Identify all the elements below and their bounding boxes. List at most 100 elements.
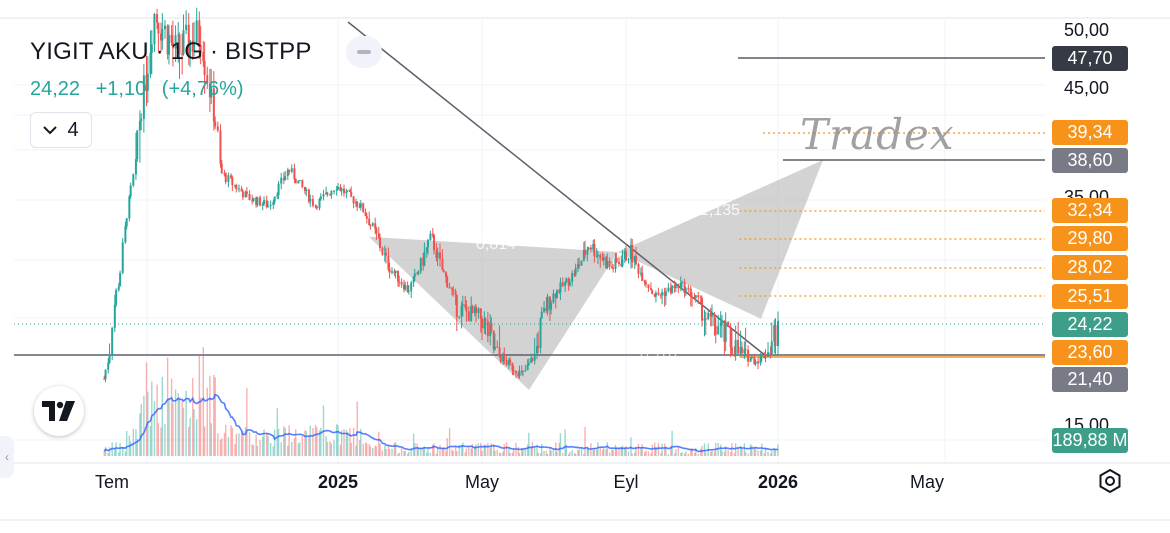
fib-ratio-label: 1,135 (700, 202, 741, 219)
candle-body (121, 242, 124, 273)
candle-body (374, 223, 377, 229)
candle-body (233, 185, 236, 187)
volume-bar (556, 451, 558, 456)
candle-body (231, 177, 234, 186)
candle-body (681, 282, 684, 284)
candle-body (489, 322, 492, 337)
candle-body (267, 205, 270, 208)
volume-bar (574, 453, 577, 456)
candle-body (375, 228, 378, 234)
candle-body (352, 196, 355, 204)
symbol-title[interactable]: YIGIT AKU · 1G · BISTPP (30, 38, 312, 65)
candle-body (729, 327, 732, 348)
candle-body (219, 130, 222, 164)
volume-bar (498, 452, 501, 456)
candle-body (627, 259, 630, 261)
volume-bar (140, 403, 142, 456)
volume-bar (693, 452, 696, 456)
volume-bar (193, 409, 195, 456)
candle-body (356, 201, 359, 207)
candle-body (637, 263, 640, 274)
candle-body (649, 287, 652, 290)
candle-body (298, 180, 301, 182)
volume-bar (539, 453, 542, 456)
volume-bar (690, 449, 692, 456)
volume-bar (731, 443, 733, 456)
candle-body (107, 362, 110, 370)
candle-body (657, 292, 660, 295)
candle-body (740, 347, 743, 354)
volume-bar (202, 347, 204, 456)
candle-body (467, 311, 470, 322)
chevron-down-icon (43, 126, 58, 135)
candle-body (490, 322, 493, 331)
volume-bar (562, 453, 564, 456)
indicators-toggle-button[interactable]: 4 (30, 112, 92, 148)
candle-body (379, 237, 381, 249)
candle-body (422, 257, 425, 266)
volume-bar (375, 446, 378, 456)
volume-bar (637, 443, 640, 456)
volume-bar (603, 447, 605, 456)
candle-body (526, 364, 529, 370)
candle-body (663, 292, 666, 296)
volume-bar (695, 447, 697, 456)
volume-bar (343, 429, 345, 456)
candle-body (208, 83, 211, 98)
candle-body (146, 73, 149, 92)
candle-body (203, 61, 206, 76)
candle-body (502, 356, 505, 362)
candle-body (191, 40, 194, 52)
volume-bar (388, 449, 391, 456)
candle-body (202, 52, 205, 62)
candle-body (577, 264, 579, 268)
candle-body (339, 186, 342, 192)
collapse-button[interactable] (346, 36, 382, 68)
candle-body (471, 305, 474, 313)
candle-body (185, 24, 188, 31)
candle-body (329, 194, 332, 196)
volume-bar (417, 447, 420, 456)
candle-body (546, 296, 549, 312)
candle-body (623, 250, 626, 260)
volume-bar (721, 450, 723, 456)
settings-gear-icon[interactable] (1097, 468, 1123, 494)
candle-body (625, 250, 627, 261)
volume-bar (189, 417, 191, 456)
volume-bar (314, 424, 317, 456)
volume-bar (524, 448, 527, 456)
candle-body (629, 245, 632, 260)
volume-bar (615, 448, 618, 456)
tradingview-logo[interactable] (34, 386, 84, 436)
volume-bar (681, 452, 683, 456)
volume-bar (335, 424, 338, 456)
volume-bar (272, 446, 274, 456)
volume-bar (751, 445, 753, 456)
candle-body (647, 284, 650, 288)
candle-body (747, 349, 750, 362)
candle-body (343, 188, 345, 194)
volume-bar (217, 433, 219, 456)
volume-bar (620, 446, 623, 456)
candle-body (574, 267, 577, 275)
volume-bar (621, 445, 624, 456)
candle-body (149, 52, 152, 74)
volume-bar (139, 413, 141, 456)
left-panel-toggle[interactable]: ‹ (0, 436, 14, 478)
volume-bar (597, 442, 599, 456)
volume-bar (593, 447, 596, 456)
candle-body (272, 202, 275, 205)
candle-body (103, 378, 106, 380)
candle-body (465, 306, 468, 312)
volume-bar (605, 448, 607, 456)
candle-body (539, 318, 542, 348)
candle-body (730, 347, 733, 354)
volume-bar (573, 453, 576, 456)
candle-body (388, 269, 391, 273)
price-axis-label: 45,00 (1064, 78, 1110, 98)
candle-body (368, 218, 371, 226)
volume-bar (199, 397, 202, 456)
candle-body (245, 191, 248, 194)
volume-bar (614, 444, 617, 456)
